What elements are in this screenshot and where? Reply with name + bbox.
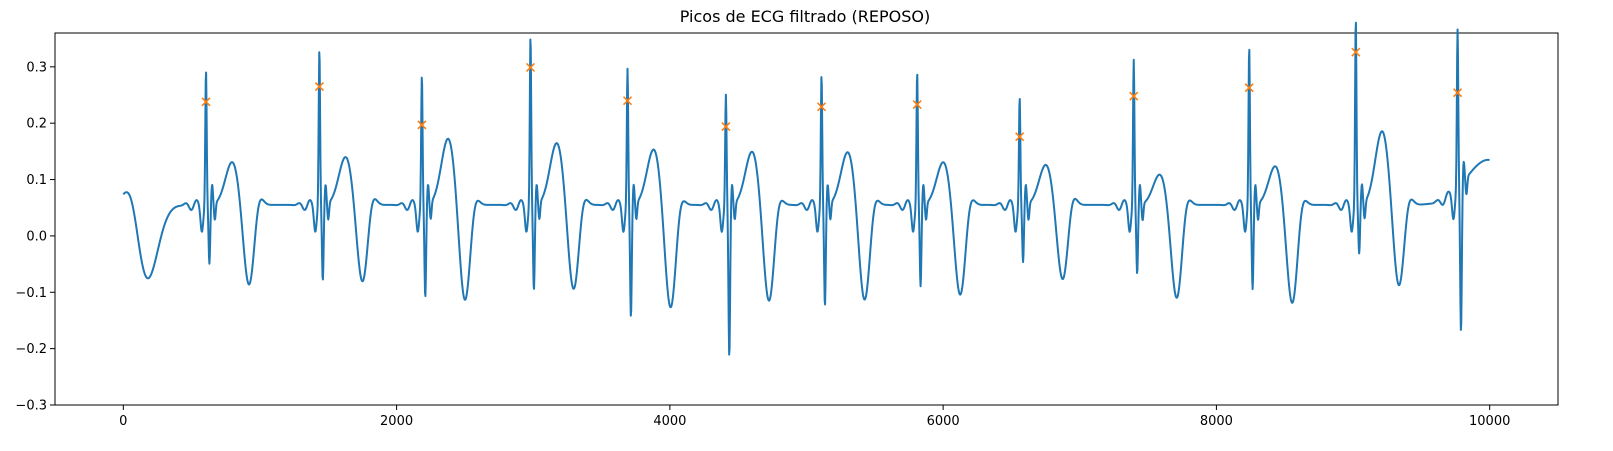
peak-marker [314, 81, 324, 92]
plot-area [54, 32, 1559, 406]
peak-marker-stroke [1351, 47, 1361, 57]
peak-marker-stroke [417, 120, 427, 130]
y-tick-label: −0.1 [15, 286, 47, 301]
peak-marker [1015, 132, 1025, 142]
peak-marker-stroke [1244, 83, 1254, 93]
peak-marker-stroke [201, 97, 211, 107]
peak-marker [1129, 91, 1139, 101]
y-tick-label: 0.1 [26, 173, 47, 188]
peak-marker [912, 100, 922, 110]
peak-marker [622, 96, 633, 106]
peak-marker-stroke [525, 62, 536, 72]
peak-marker [816, 102, 827, 112]
peak-markers-layer [201, 47, 1463, 142]
y-tick-label: −0.2 [15, 342, 47, 357]
x-tick-label: 8000 [1200, 414, 1233, 429]
peak-marker-stroke [912, 100, 922, 110]
peak-marker-stroke [622, 96, 633, 106]
peak-marker-stroke [1015, 132, 1025, 142]
plot-frame [54, 32, 1559, 406]
x-tick-label: 4000 [653, 414, 686, 429]
peak-marker [1351, 47, 1361, 57]
peak-marker-stroke [721, 121, 731, 132]
x-tick-label: 2000 [380, 414, 413, 429]
x-tick-label: 6000 [927, 414, 960, 429]
y-tick-label: 0.2 [26, 117, 47, 132]
peak-marker-stroke [314, 81, 324, 92]
axes-layer: 0 2000 4000 6000 8000 10000 −0.3 −0.2 −0.1 0.0 0.1… [15, 60, 1510, 429]
peak-marker [1453, 88, 1463, 98]
peak-marker [525, 62, 536, 72]
x-tick-label: 0 [119, 414, 127, 429]
ecg-line-layer [122, 21, 1491, 356]
peak-marker [417, 120, 427, 130]
y-tick-label: 0.0 [26, 229, 47, 244]
ecg-signal-line [122, 21, 1491, 356]
peak-marker [201, 97, 211, 107]
chart-title: Picos de ECG filtrado (REPOSO) [680, 7, 931, 26]
peak-marker-stroke [1453, 88, 1463, 98]
y-tick-label: −0.3 [15, 399, 47, 414]
peak-marker [1244, 83, 1254, 93]
peak-marker-stroke [816, 102, 827, 112]
peak-marker [721, 121, 731, 132]
y-tick-label: 0.3 [26, 60, 47, 75]
x-tick-label: 10000 [1469, 414, 1510, 429]
peak-marker-stroke [1129, 91, 1139, 101]
